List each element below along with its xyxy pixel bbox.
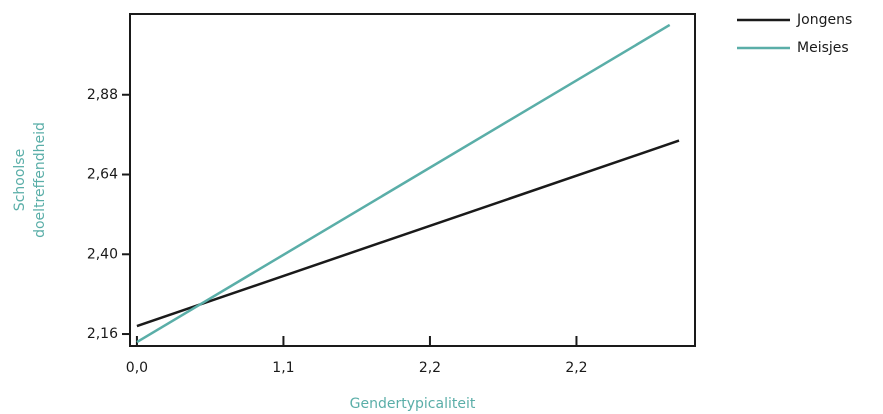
x-axis-label: Gendertypicaliteit: [350, 396, 476, 412]
series-line: [136, 23, 671, 344]
y-tick-label: 2,16: [87, 326, 118, 342]
series-line: [136, 139, 680, 328]
y-tick-label: 2,64: [87, 167, 118, 183]
y-axis-label: doeltreffendheid: [32, 122, 48, 238]
y-axis-label: Schoolse: [12, 149, 28, 211]
x-tick-label: 1,1: [272, 360, 294, 376]
y-tick-label: 2,88: [87, 87, 118, 103]
x-tick-label: 2,2: [565, 360, 587, 376]
x-tick-label: 0,0: [126, 360, 148, 376]
plot-frame: [129, 13, 696, 347]
legend-label: Meisjes: [797, 40, 849, 56]
y-tick-label: 2,40: [87, 246, 118, 262]
x-tick-label: 2,2: [419, 360, 441, 376]
legend-label: Jongens: [796, 12, 852, 28]
